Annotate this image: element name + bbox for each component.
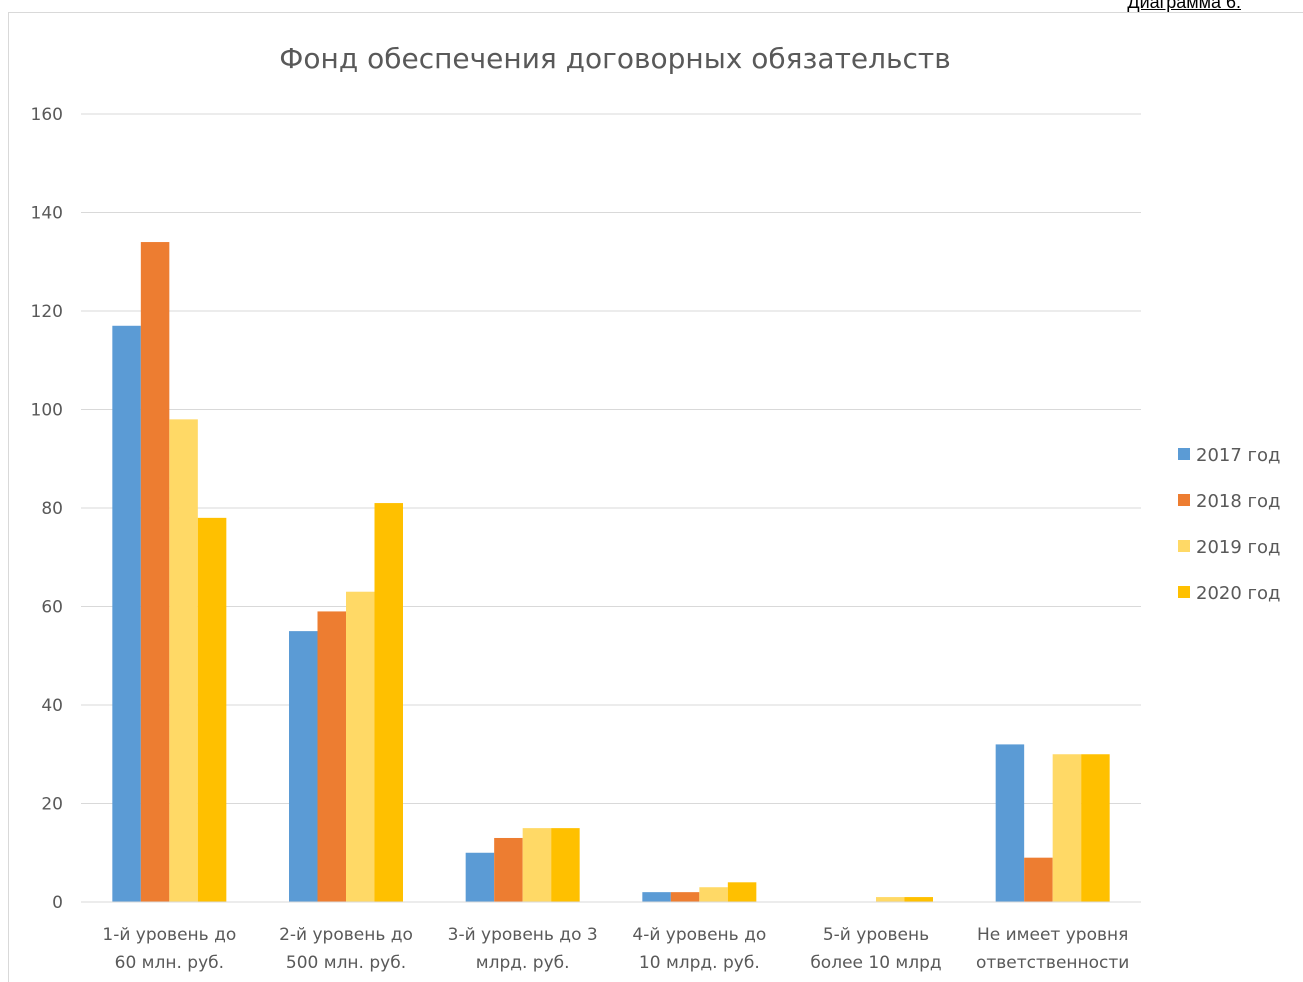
legend-label: 2017 год: [1196, 445, 1280, 466]
x-tick-label: Не имеет уровня: [977, 925, 1128, 945]
y-tick-label: 120: [31, 302, 63, 322]
legend-swatch: [1178, 540, 1190, 552]
x-tick-label: 60 млн. руб.: [115, 953, 224, 973]
y-tick-label: 20: [41, 795, 63, 815]
bar: [876, 897, 905, 902]
bar: [670, 892, 700, 902]
x-tick-label: млрд. руб.: [476, 953, 570, 973]
y-tick-label: 40: [41, 696, 63, 716]
bar: [699, 887, 728, 902]
bar: [1081, 754, 1110, 902]
x-tick-label: 1-й уровень до: [102, 925, 236, 945]
bar: [727, 882, 757, 902]
x-tick-label: более 10 млрд: [810, 953, 941, 973]
bar: [317, 611, 346, 902]
bar: [346, 591, 375, 902]
chart-area: Фонд обеспечения договорных обязательств…: [8, 12, 1303, 982]
figure-caption: Диаграмма 6.: [1127, 0, 1241, 12]
bar: [494, 837, 523, 902]
chart-svg: Фонд обеспечения договорных обязательств…: [31, 42, 1281, 973]
bar: [1024, 857, 1053, 902]
y-tick-label: 100: [31, 401, 63, 421]
bar: [995, 744, 1025, 902]
legend-label: 2020 год: [1196, 583, 1280, 604]
bar: [289, 631, 318, 902]
legend-swatch: [1178, 586, 1190, 598]
y-tick-label: 140: [31, 204, 63, 224]
legend-swatch: [1178, 494, 1190, 506]
x-tick-label: 3-й уровень до 3: [448, 925, 598, 945]
legend-swatch: [1178, 448, 1190, 460]
y-tick-label: 160: [31, 105, 63, 125]
y-tick-label: 0: [52, 893, 63, 913]
bar: [1052, 754, 1082, 902]
bar: [112, 325, 141, 902]
bar: [522, 828, 552, 902]
x-tick-label: 4-й уровень до: [632, 925, 766, 945]
bar: [465, 852, 495, 902]
bar: [374, 503, 403, 902]
bar: [642, 892, 671, 902]
legend-label: 2019 год: [1196, 537, 1280, 558]
chart-title: Фонд обеспечения договорных обязательств: [279, 42, 950, 75]
bar: [140, 242, 170, 903]
y-tick-label: 80: [41, 499, 63, 519]
bar: [197, 517, 227, 902]
bar: [551, 828, 580, 902]
x-tick-label: 2-й уровень до: [279, 925, 413, 945]
x-tick-label: 500 млн. руб.: [286, 953, 406, 973]
y-tick-label: 60: [41, 598, 63, 618]
x-tick-label: ответственности: [976, 953, 1129, 973]
x-tick-label: 5-й уровень: [823, 925, 929, 945]
x-tick-label: 10 млрд. руб.: [639, 953, 760, 973]
bar: [169, 419, 198, 902]
legend-label: 2018 год: [1196, 491, 1280, 512]
bar: [904, 897, 933, 902]
